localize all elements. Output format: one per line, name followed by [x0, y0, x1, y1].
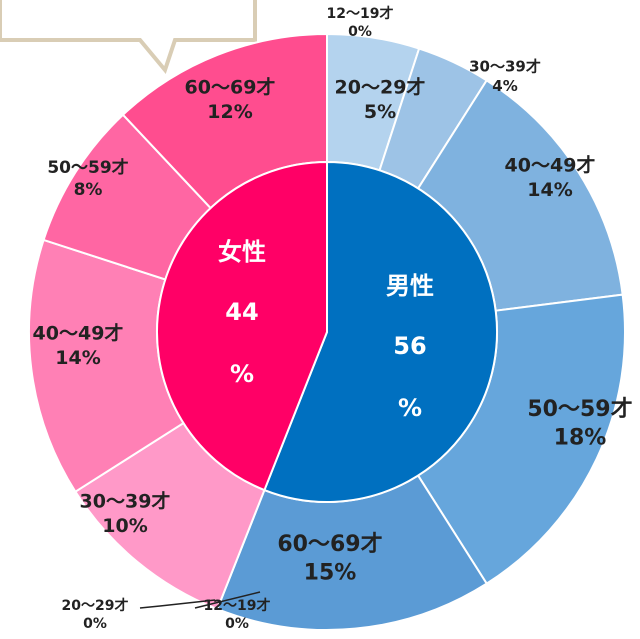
segment-value: 18%	[554, 426, 607, 451]
segment-value: 14%	[55, 347, 100, 369]
segment-category: 50〜59才	[47, 157, 128, 178]
segment-category: 60〜69才	[277, 531, 382, 557]
rings	[28, 32, 626, 631]
segment-value: 15%	[304, 561, 357, 586]
inner-labels: 男性 56% 女性 44%	[218, 238, 434, 422]
gender-label: 男性	[386, 272, 434, 300]
inner-segment	[156, 160, 328, 492]
segment-category: 40〜49才	[505, 154, 596, 177]
segment-category: 60〜69才	[185, 76, 276, 99]
segment-category: 30〜39才	[469, 58, 541, 76]
gender-label: 女性	[218, 238, 266, 266]
labels: 12〜19才0%20〜29才5%30〜39才4%40〜49才14%50〜59才1…	[33, 5, 633, 632]
leader-line	[194, 591, 261, 609]
segment-category: 50〜59才	[527, 396, 632, 422]
segment-category: 30〜39才	[80, 490, 171, 513]
gender-unit: %	[398, 394, 422, 422]
segment-value: 5%	[364, 101, 396, 123]
segment-value: 0%	[348, 24, 372, 40]
speech-bubble	[0, 0, 257, 75]
gender-unit: %	[230, 360, 254, 388]
gender-value: 44	[225, 298, 258, 326]
segment-category: 40〜49才	[33, 322, 124, 345]
segment-value: 14%	[527, 179, 572, 201]
segment-value: 12%	[207, 101, 252, 123]
segment-category: 20〜29才	[335, 76, 426, 99]
segment-category: 12〜19才	[327, 5, 394, 22]
segment-value: 0%	[83, 616, 107, 632]
segment-value: 0%	[225, 616, 249, 632]
inner-segment	[263, 160, 498, 503]
leader-line	[139, 599, 216, 609]
segment-category: 20〜29才	[62, 597, 129, 614]
gender-value: 56	[393, 332, 426, 360]
segment-value: 10%	[102, 515, 147, 537]
segment-value: 4%	[492, 77, 517, 95]
segment-value: 8%	[74, 180, 103, 200]
